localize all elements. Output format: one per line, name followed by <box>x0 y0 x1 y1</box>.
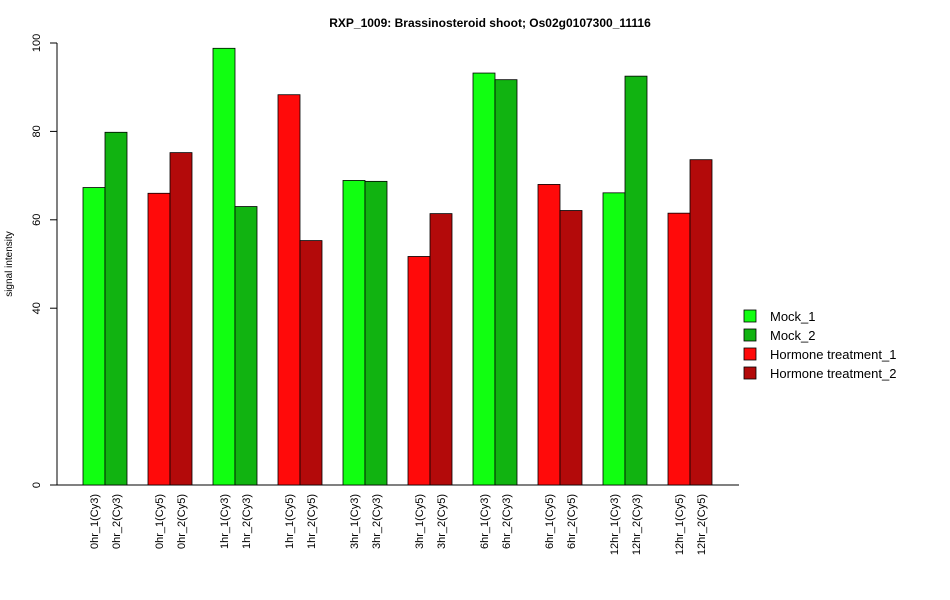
bar <box>624 75 648 486</box>
x-tick-label: 3hr_2(Cy5) <box>436 494 448 549</box>
bar <box>147 192 171 486</box>
x-tick-label: 12hr_2(Cy3) <box>631 494 643 555</box>
x-tick-label: 6hr_2(Cy5) <box>566 494 578 549</box>
bar <box>494 79 518 486</box>
bar <box>299 240 323 486</box>
bar <box>429 213 453 486</box>
x-tick-label: 6hr_1(Cy3) <box>479 494 491 549</box>
x-tick-label: 0hr_1(Cy5) <box>154 494 166 549</box>
y-tick-label: 80 <box>31 125 43 137</box>
x-tick-label: 12hr_1(Cy5) <box>674 494 686 555</box>
bar <box>602 192 626 486</box>
bar <box>169 152 193 486</box>
chart-title: RXP_1009: Brassinosteroid shoot; Os02g01… <box>329 16 651 30</box>
x-tick-label: 3hr_1(Cy3) <box>349 494 361 549</box>
legend-label: Mock_2 <box>770 328 816 343</box>
x-tick-label: 3hr_2(Cy3) <box>371 494 383 549</box>
bar <box>537 184 561 486</box>
bar <box>472 72 496 486</box>
bar <box>212 47 236 486</box>
bar <box>104 131 128 486</box>
x-tick-label: 0hr_1(Cy3) <box>89 494 101 549</box>
x-tick-label: 1hr_2(Cy5) <box>306 494 318 549</box>
bar <box>559 210 583 486</box>
x-tick-label: 6hr_2(Cy3) <box>501 494 513 549</box>
legend-swatch <box>743 328 757 342</box>
legend-swatch <box>743 309 757 323</box>
legend-label: Hormone treatment_1 <box>770 347 896 362</box>
x-tick-label: 6hr_1(Cy5) <box>544 494 556 549</box>
bar <box>342 180 366 486</box>
bar <box>82 187 106 486</box>
y-tick-label: 40 <box>31 302 43 314</box>
y-axis-label: signal intensity <box>4 231 15 297</box>
x-tick-label: 1hr_1(Cy5) <box>284 494 296 549</box>
legend-label: Hormone treatment_2 <box>770 366 896 381</box>
legend-swatch <box>743 366 757 380</box>
x-tick-label: 0hr_2(Cy5) <box>176 494 188 549</box>
legend-label: Mock_1 <box>770 309 816 324</box>
y-tick-label: 0 <box>31 482 43 488</box>
y-tick-label: 100 <box>31 34 43 52</box>
x-tick-label: 12hr_2(Cy5) <box>696 494 708 555</box>
x-tick-label: 1hr_1(Cy3) <box>219 494 231 549</box>
x-tick-labels: 0hr_1(Cy3) 0hr_2(Cy3) 0hr_1(Cy5) 0hr_2(Cy5)… <box>89 494 708 555</box>
bar <box>667 212 691 486</box>
bar <box>364 180 388 486</box>
legend-swatch <box>743 347 757 361</box>
bar <box>689 159 713 486</box>
x-tick-label: 0hr_2(Cy3) <box>111 494 123 549</box>
bars-group <box>82 47 713 486</box>
bar <box>277 94 301 486</box>
x-tick-label: 3hr_1(Cy5) <box>414 494 426 549</box>
y-ticks: 0 40 60 80 100 <box>31 34 57 488</box>
bar <box>407 256 431 486</box>
x-tick-label: 12hr_1(Cy3) <box>609 494 621 555</box>
y-tick-label: 60 <box>31 214 43 226</box>
legend: Mock_1 Mock_2 Hormone treatment_1 Hormone t… <box>743 309 896 381</box>
x-tick-label: 1hr_2(Cy3) <box>241 494 253 549</box>
bar <box>234 206 258 486</box>
